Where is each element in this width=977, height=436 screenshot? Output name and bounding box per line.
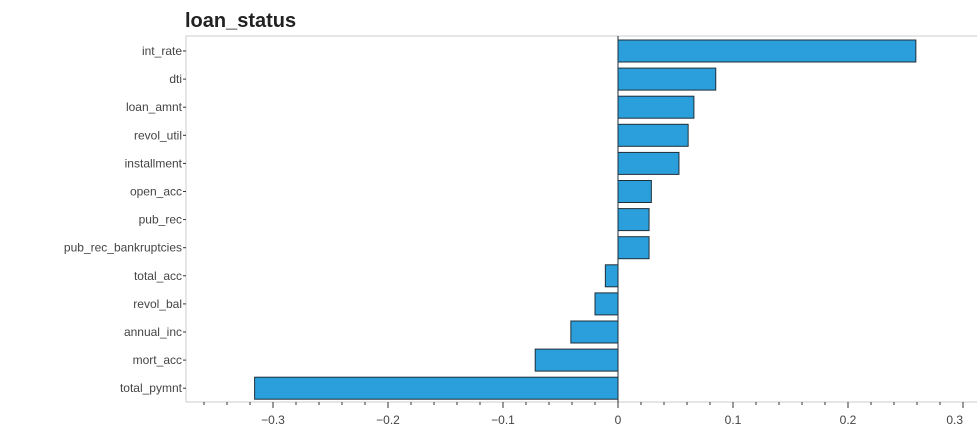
bar-revol_util [617, 123, 689, 147]
chart-title: loan_status [185, 10, 296, 32]
x-tick-label: −0.3 [261, 413, 285, 427]
bars-group [254, 36, 917, 402]
plot-area [185, 35, 977, 403]
category-label-revol_bal: revol_bal [133, 297, 182, 311]
bar-int_rate [617, 39, 917, 63]
category-label-loan_amnt: loan_amnt [126, 100, 183, 114]
bar-loan_amnt [617, 95, 695, 119]
bar-total_acc [604, 264, 619, 288]
bar-dti [617, 67, 717, 91]
bar-revol_bal [594, 292, 619, 316]
x-tick-label: 0.2 [840, 413, 857, 427]
bar-total_pymnt [254, 376, 619, 400]
category-label-installment: installment [125, 156, 183, 170]
category-label-pub_rec_bankruptcies: pub_rec_bankruptcies [64, 241, 182, 255]
category-label-total_pymnt: total_pymnt [120, 381, 183, 395]
x-tick-label: 0.1 [725, 413, 742, 427]
category-label-dti: dti [169, 72, 182, 86]
x-axis: −0.3 −0.2 −0.1 0 0.1 0.2 0.3 [203, 402, 964, 427]
category-label-revol_util: revol_util [134, 128, 182, 142]
category-label-open_acc: open_acc [130, 185, 182, 199]
bar-annual_inc [570, 320, 619, 344]
bar-pub_rec_bankruptcies [617, 236, 650, 260]
x-tick-label: 0 [615, 413, 622, 427]
category-label-int_rate: int_rate [142, 44, 182, 58]
bar-mort_acc [534, 348, 619, 372]
category-label-annual_inc: annual_inc [124, 325, 182, 339]
bar-open_acc [617, 180, 652, 203]
bar-pub_rec [617, 208, 650, 232]
category-label-total_acc: total_acc [134, 269, 182, 283]
category-label-mort_acc: mort_acc [133, 353, 182, 367]
x-tick-label: 0.3 [946, 413, 963, 427]
category-label-pub_rec: pub_rec [139, 213, 182, 227]
bar-installment [617, 151, 680, 175]
x-tick-label: −0.2 [376, 413, 400, 427]
x-tick-label: −0.1 [491, 413, 515, 427]
